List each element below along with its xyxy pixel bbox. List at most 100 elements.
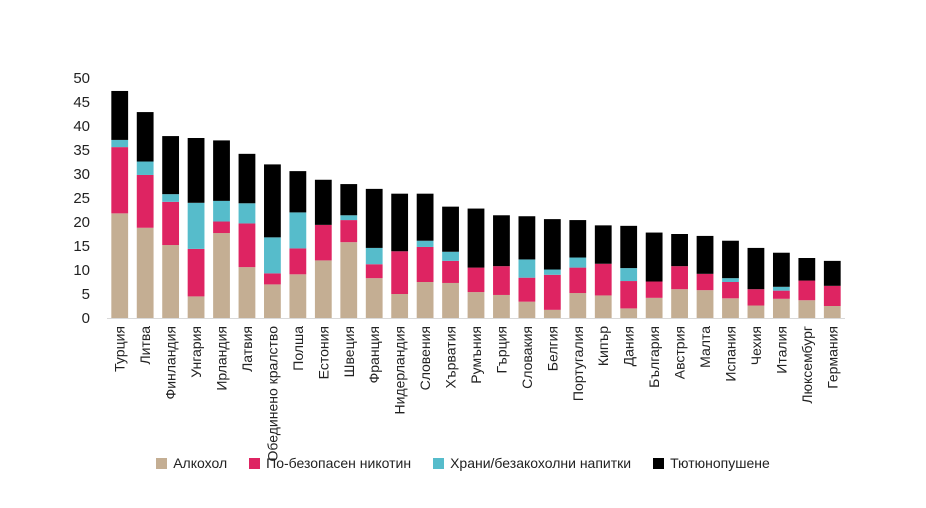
bar-segment [493,215,510,267]
x-tick-label: Словакия [519,326,535,389]
bar-segment [365,188,383,248]
bar-segment [213,140,230,201]
bar-segment [264,273,281,285]
x-tick-label: Естония [315,326,331,379]
bar-segment [187,248,205,297]
bar-segment [594,225,612,264]
bar-segment [518,216,536,260]
bar-segment [543,219,561,270]
bar-segment [798,258,816,281]
y-tick-label: 30 [73,166,90,183]
legend-label: Храни/безакохолни напитки [450,455,632,471]
bar-segment [467,208,485,268]
bar-segment [111,90,129,140]
bar-segment [671,289,688,318]
bar-segment [136,161,154,175]
bar-segment [696,273,714,291]
bar-segment [772,286,790,291]
bar-segment [162,201,180,246]
bar-segment [340,242,358,318]
bar-segment [645,281,663,298]
bar-segment [493,266,510,295]
bar-segment [416,240,434,247]
bar-segment [213,221,230,234]
bar-segment [823,285,841,306]
bar-segment [442,251,459,261]
bar-segment [314,260,332,318]
bar-segment [442,260,459,283]
bar-segment [722,298,739,318]
x-tick-label: Белгия [544,326,560,371]
x-tick-label: Португалия [570,326,586,401]
x-tick-label: Унгария [188,326,204,378]
x-tick-label: Франция [366,326,382,383]
bar-segment [543,269,561,275]
y-tick-label: 45 [73,94,90,111]
bar-segment [264,284,281,318]
x-tick-label: Гърция [493,326,509,374]
bar-segment [391,294,409,318]
y-tick-label: 5 [82,286,90,303]
x-tick-label: Словения [417,326,433,390]
bar-segment [671,234,688,267]
bar-segment [594,263,612,296]
bar-segment [798,300,816,318]
bar-segment [187,296,205,318]
x-tick-label: Турция [112,326,128,372]
bar-segment [772,252,790,287]
bar-segment [823,306,841,318]
bar-segment [264,164,281,238]
bar-segment [238,203,256,224]
bar-segment [340,184,358,216]
y-tick-label: 35 [73,142,90,159]
bar-segment [213,233,230,318]
x-tick-label: Австрия [672,326,688,379]
x-tick-label: Полша [290,326,306,371]
x-tick-label: Германия [824,326,840,389]
legend-item: Тютюнопушене [653,455,770,471]
bar-segment [365,247,383,265]
bar-segment [823,260,841,286]
legend-swatch [249,457,261,469]
bar-segment [289,171,307,213]
legend: Алкохол По-безопасен никотин Храни/безакох… [0,455,926,471]
bar-segment [645,232,663,282]
bar-segment [442,282,459,318]
x-tick-label: Италия [773,326,789,374]
bar-segment [416,282,434,318]
bar-segment [467,267,485,293]
bar-segment [136,227,154,318]
x-tick-label: Швеция [341,326,357,377]
y-tick-label: 20 [73,214,90,231]
bar-segment [620,268,638,282]
bar-segment [722,278,739,282]
x-tick-label: Малта [697,326,713,368]
bar-segment [365,264,383,279]
bar-segment [569,257,587,268]
bar-segment [289,274,307,318]
y-tick-label: 10 [73,262,90,279]
x-tick-label: Ирландия [214,326,230,391]
bar-segment [111,139,129,148]
bar-segment [518,259,536,278]
bar-segment [722,240,739,279]
legend-item: Алкохол [156,455,227,471]
bar-segment [187,138,205,203]
bar-segment [772,298,790,318]
legend-item: По-безопасен никотин [249,455,411,471]
bar-segment [391,193,409,252]
bar-segment [442,206,459,252]
x-tick-label: Чехия [748,326,764,365]
bar-segment [747,289,765,306]
x-tick-label: Румъния [468,326,484,384]
legend-label: Алкохол [173,455,228,471]
bar-segment [645,297,663,318]
bar-segment [213,200,230,222]
bar-segment [620,281,638,309]
legend-label: Тютюнопушене [670,455,770,471]
bar-segment [416,193,434,241]
x-axis-labels: Турция Литва Финландия Унгария Ирландия Латви… [112,326,841,462]
bar-segment [594,295,612,318]
x-tick-label: Дания [621,326,637,366]
bar-segment [620,308,638,318]
